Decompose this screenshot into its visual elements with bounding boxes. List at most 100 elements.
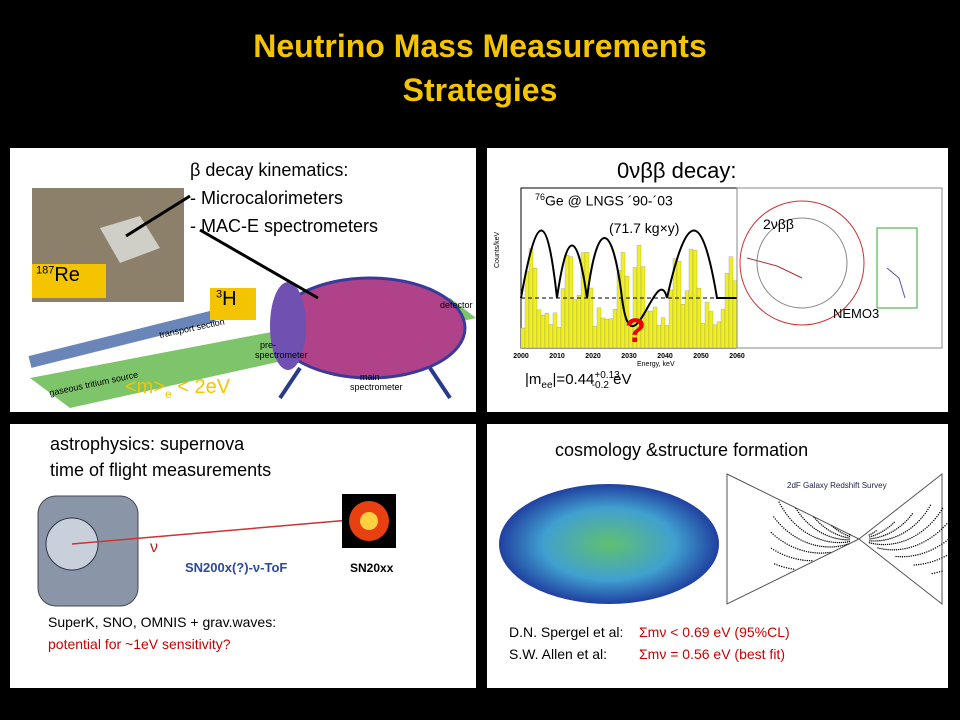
galaxy bbox=[777, 551, 779, 553]
galaxy bbox=[936, 559, 938, 561]
galaxy bbox=[878, 543, 880, 546]
galaxy bbox=[806, 522, 809, 524]
h-label: 3H bbox=[210, 288, 256, 320]
galaxy bbox=[811, 526, 814, 528]
galaxy bbox=[808, 533, 810, 536]
galaxy bbox=[907, 518, 909, 520]
hist-bar bbox=[604, 318, 610, 349]
galaxy bbox=[886, 543, 889, 546]
galaxy bbox=[882, 543, 885, 546]
galaxy bbox=[873, 537, 875, 540]
galaxy bbox=[884, 543, 887, 546]
base: Re bbox=[54, 264, 80, 286]
post: < 2eV bbox=[171, 376, 231, 398]
galaxy bbox=[872, 532, 874, 534]
ge-label: 76Ge @ LNGS ´90-´03 bbox=[535, 192, 673, 209]
galaxy bbox=[936, 546, 939, 548]
galaxy bbox=[902, 522, 905, 525]
galaxy bbox=[848, 539, 850, 541]
galaxy bbox=[897, 527, 900, 529]
nemo-detector bbox=[739, 200, 865, 326]
galaxy bbox=[880, 531, 882, 533]
sn-core bbox=[360, 512, 378, 530]
result: |mee|=0.44+0.13-0.2 eV bbox=[525, 370, 631, 391]
x-tick-label: 2000 bbox=[513, 353, 529, 360]
galaxy bbox=[925, 510, 928, 513]
galaxy bbox=[820, 532, 823, 534]
galaxy bbox=[872, 534, 875, 537]
galaxy bbox=[938, 558, 941, 560]
subtitle: Strategies bbox=[402, 72, 558, 108]
galaxy bbox=[929, 504, 932, 506]
galaxy bbox=[928, 524, 930, 527]
hist-bar bbox=[660, 317, 666, 349]
galaxy bbox=[843, 533, 845, 535]
galaxy bbox=[837, 530, 840, 532]
galaxy bbox=[874, 534, 877, 536]
galaxy bbox=[917, 533, 919, 535]
galaxy bbox=[827, 546, 829, 548]
hist-bar bbox=[552, 312, 558, 349]
sub: -0.2 bbox=[591, 380, 609, 391]
galaxy bbox=[781, 565, 783, 568]
galaxy bbox=[926, 526, 928, 528]
galaxy bbox=[788, 532, 790, 534]
galaxy bbox=[792, 534, 794, 537]
galaxy bbox=[834, 537, 836, 539]
galaxy bbox=[908, 516, 911, 519]
galaxy bbox=[790, 533, 792, 535]
galaxy bbox=[923, 541, 925, 543]
galaxy bbox=[808, 523, 810, 525]
galaxy bbox=[825, 528, 828, 530]
exposure: (71.7 kg×y) bbox=[609, 220, 680, 236]
galaxy bbox=[828, 540, 830, 543]
galaxy bbox=[794, 535, 796, 538]
track bbox=[746, 257, 803, 279]
galaxy bbox=[848, 540, 851, 543]
galaxy bbox=[778, 538, 780, 540]
galaxy bbox=[871, 535, 873, 538]
galaxy bbox=[837, 545, 839, 548]
galaxy bbox=[846, 541, 849, 543]
x-tick-label: 2020 bbox=[585, 353, 601, 360]
nu: ν bbox=[150, 539, 158, 556]
galaxy bbox=[895, 535, 897, 538]
galaxy bbox=[831, 546, 833, 548]
galaxy bbox=[872, 542, 874, 545]
galaxy bbox=[810, 534, 812, 537]
galaxy bbox=[912, 545, 915, 548]
galaxy bbox=[783, 566, 785, 568]
y-label: Counts/keV bbox=[494, 231, 501, 268]
galaxy bbox=[880, 543, 883, 546]
galaxy bbox=[892, 530, 894, 532]
galaxy bbox=[799, 559, 802, 561]
galaxy bbox=[825, 552, 827, 554]
galaxy bbox=[807, 551, 810, 553]
galaxy bbox=[797, 558, 800, 561]
hist-bar bbox=[540, 314, 546, 349]
path bbox=[71, 519, 351, 545]
hist-bar bbox=[684, 290, 690, 349]
galaxy bbox=[875, 530, 877, 532]
galaxy bbox=[889, 538, 891, 540]
hist-bar bbox=[596, 307, 602, 349]
diagram-label: pre- bbox=[260, 340, 276, 350]
galaxy bbox=[920, 563, 922, 565]
galaxy bbox=[924, 528, 926, 530]
galaxy bbox=[895, 528, 898, 530]
galaxy bbox=[779, 503, 781, 506]
beta-figure: gaseous tritium source transport section… bbox=[28, 188, 476, 408]
galaxy bbox=[930, 549, 932, 551]
galaxy bbox=[783, 510, 785, 512]
galaxy bbox=[886, 533, 889, 535]
galaxy bbox=[913, 524, 916, 526]
galaxy bbox=[788, 567, 790, 570]
galaxy bbox=[822, 525, 824, 527]
galaxy bbox=[884, 534, 887, 536]
galaxy bbox=[883, 529, 886, 531]
galaxy bbox=[924, 562, 927, 565]
galaxy bbox=[802, 517, 804, 519]
galaxy bbox=[781, 525, 783, 528]
galaxy bbox=[778, 501, 780, 503]
